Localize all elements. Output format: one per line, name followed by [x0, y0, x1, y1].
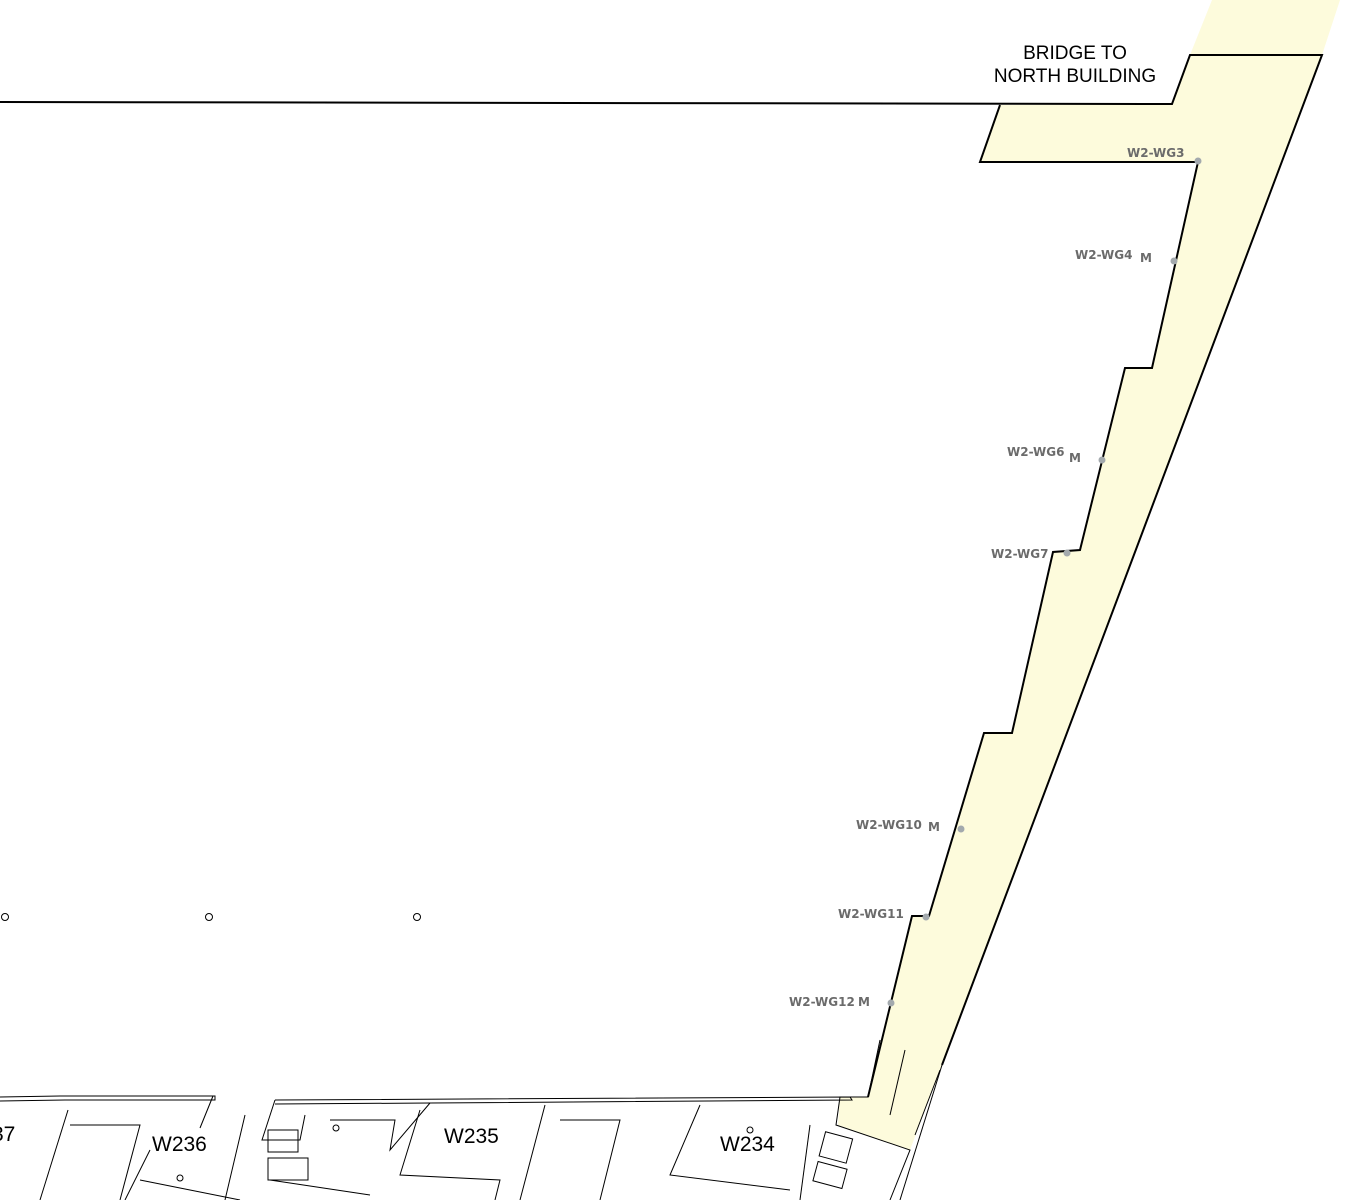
marker-label[interactable]: W2-WG7 — [991, 547, 1049, 561]
marker-label[interactable]: W2-WG4 — [1075, 248, 1133, 262]
marker-label[interactable]: W2-WG6 — [1007, 445, 1065, 459]
marker-dot[interactable] — [1194, 157, 1202, 165]
room-label[interactable]: 37 — [0, 1123, 16, 1146]
marker-dot[interactable] — [887, 999, 895, 1007]
m-tag: M — [1069, 451, 1081, 465]
marker-label[interactable]: W2-WG12 — [789, 995, 855, 1009]
bridge-label: BRIDGE TO NORTH BUILDING — [975, 42, 1175, 88]
marker-dots — [887, 157, 1202, 1007]
marker-label[interactable]: W2-WG11 — [838, 907, 904, 921]
room-label[interactable]: W235 — [444, 1125, 499, 1148]
bridge-label-line1: BRIDGE TO — [1023, 43, 1127, 64]
bridge-label-line2: NORTH BUILDING — [993, 66, 1157, 87]
marker-dot[interactable] — [922, 913, 930, 921]
marker-dot[interactable] — [957, 825, 965, 833]
m-tag: M — [858, 995, 870, 1009]
m-tag: M — [1140, 251, 1152, 265]
highlighted-corridor[interactable] — [838, 0, 1340, 1150]
marker-dot[interactable] — [1170, 257, 1178, 265]
room-label[interactable]: W236 — [152, 1133, 207, 1156]
m-tag: M — [928, 820, 940, 834]
marker-dot[interactable] — [1098, 456, 1106, 464]
marker-dot[interactable] — [1063, 549, 1071, 557]
marker-label[interactable]: W2-WG3 — [1127, 146, 1185, 160]
floor-plan-rooms — [0, 913, 943, 1200]
room-label[interactable]: W234 — [720, 1133, 775, 1156]
marker-label[interactable]: W2-WG10 — [856, 818, 922, 832]
